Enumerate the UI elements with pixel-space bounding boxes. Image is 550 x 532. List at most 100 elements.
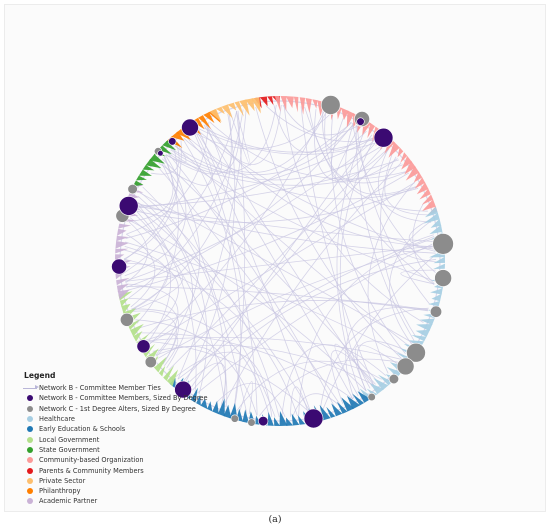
sector-mark xyxy=(293,96,299,113)
tie-edge xyxy=(239,381,253,414)
alter-node xyxy=(396,357,415,376)
sector-mark xyxy=(416,182,429,195)
sector-mark xyxy=(397,147,404,158)
tie-edge xyxy=(131,113,232,310)
legend-item-label: Network C - 1st Degree Alters, Sized By … xyxy=(39,404,196,413)
sector-mark xyxy=(143,343,156,358)
tie-edge xyxy=(215,382,286,418)
member-node xyxy=(136,339,151,354)
sector-mark xyxy=(422,199,436,211)
sector-mark xyxy=(331,403,343,417)
sector-mark xyxy=(117,289,130,300)
tie-edge xyxy=(168,144,385,371)
sector-mark xyxy=(162,140,177,151)
tie-edge xyxy=(356,340,408,392)
color-swatch-icon xyxy=(21,404,39,414)
sector-mark xyxy=(136,175,147,181)
tie-edge xyxy=(138,300,429,329)
sector-mark xyxy=(145,159,162,169)
member-node xyxy=(356,117,365,126)
sector-mark xyxy=(319,404,331,421)
sector-mark xyxy=(430,288,443,295)
tie-edge xyxy=(131,211,171,344)
sector-mark xyxy=(116,235,129,242)
tie-edge xyxy=(135,200,193,369)
sector-mark xyxy=(163,365,175,381)
tie-edge xyxy=(145,336,402,360)
legend-title: Legend xyxy=(24,371,56,380)
tie-edge xyxy=(124,111,238,274)
legend-item-label: Network B - Committee Member Ties xyxy=(39,384,161,393)
alter-layer xyxy=(115,95,454,427)
sector-mark xyxy=(130,323,144,337)
sector-mark xyxy=(207,401,213,412)
tie-edge xyxy=(135,201,197,392)
alter-node xyxy=(367,392,376,402)
tie-edge xyxy=(137,195,208,395)
tie-edge xyxy=(134,205,435,242)
legend-item: Community-based Organization xyxy=(21,455,251,465)
legend-item: Academic Partner xyxy=(21,496,251,506)
tie-edge xyxy=(298,237,435,416)
sector-mark xyxy=(158,145,172,155)
color-swatch-icon xyxy=(21,393,39,403)
color-swatch-icon xyxy=(21,476,39,486)
legend: Legend Network B - Committee Member Ties… xyxy=(21,371,251,507)
alter-node xyxy=(144,355,157,368)
sector-mark xyxy=(221,104,233,119)
sector-mark xyxy=(251,97,261,114)
tie-edge xyxy=(126,123,355,288)
alter-node xyxy=(429,305,442,318)
member-node xyxy=(174,380,192,399)
tie-edge xyxy=(230,111,251,166)
sector-mark xyxy=(218,398,225,417)
network-figure: Legend Network B - Committee Member Ties… xyxy=(4,4,546,512)
legend-item-label: Healthcare xyxy=(39,415,75,424)
sector-mark xyxy=(431,293,442,302)
sector-mark xyxy=(346,110,355,128)
legend-item-label: Philanthropy xyxy=(39,487,81,496)
tie-edge xyxy=(255,106,402,359)
legend-item: Network B - Committee Members, Sized By … xyxy=(21,393,251,403)
tie-edge xyxy=(330,118,389,181)
sector-private-sector xyxy=(209,97,261,122)
sector-mark xyxy=(423,212,440,224)
alter-node xyxy=(432,233,454,255)
tie-edge xyxy=(321,254,437,412)
tie-edge xyxy=(126,122,209,235)
color-swatch-icon xyxy=(21,486,39,496)
tie-edge xyxy=(133,207,226,408)
member-node xyxy=(157,150,164,157)
tie-edge xyxy=(174,123,355,176)
tie-edge xyxy=(236,360,382,412)
tie-edge xyxy=(151,144,180,175)
sector-mark xyxy=(400,152,408,163)
tie-edge xyxy=(380,152,417,338)
tie-edge xyxy=(128,109,244,299)
sector-mark xyxy=(299,97,306,115)
color-swatch-icon xyxy=(21,424,39,434)
legend-item-label: Network B - Committee Members, Sized By … xyxy=(39,394,208,403)
sector-mark xyxy=(118,223,132,229)
sector-mark xyxy=(433,263,445,269)
sector-mark xyxy=(352,393,365,406)
legend-item: Parents & Community Members xyxy=(21,465,251,475)
tie-edge xyxy=(402,234,437,263)
sector-mark xyxy=(367,122,376,139)
tie-edge xyxy=(134,204,312,414)
sector-mark xyxy=(386,367,402,378)
sector-mark xyxy=(115,248,129,254)
sector-mark xyxy=(119,298,129,307)
sector-mark xyxy=(118,291,133,301)
sector-mark xyxy=(419,318,435,325)
tie-edge xyxy=(171,144,385,181)
tie-edge xyxy=(203,124,373,387)
tie-edge xyxy=(378,148,432,223)
tie-edge xyxy=(158,130,213,186)
sector-mark xyxy=(158,365,166,377)
tie-edge xyxy=(345,123,418,195)
tie-edge xyxy=(283,105,424,323)
tie-edge xyxy=(131,308,270,417)
tie-edge xyxy=(133,137,376,209)
sector-mark xyxy=(280,96,287,111)
